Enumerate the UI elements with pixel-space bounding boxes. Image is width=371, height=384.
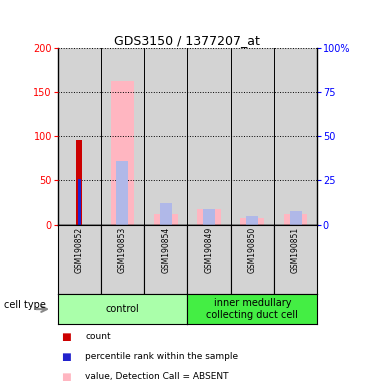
Bar — [116, 161, 128, 225]
Text: value, Detection Call = ABSENT: value, Detection Call = ABSENT — [85, 372, 229, 381]
Bar — [274, 48, 317, 225]
Text: GSM190854: GSM190854 — [161, 227, 170, 273]
Bar — [203, 209, 215, 225]
Bar — [240, 218, 264, 225]
Text: GSM190853: GSM190853 — [118, 227, 127, 273]
Title: GDS3150 / 1377207_at: GDS3150 / 1377207_at — [114, 34, 260, 47]
Bar — [197, 209, 221, 225]
Bar — [284, 214, 308, 225]
Bar — [289, 212, 302, 225]
Bar — [111, 81, 134, 225]
Text: ■: ■ — [61, 352, 71, 362]
Text: ■: ■ — [61, 372, 71, 382]
Text: GSM190849: GSM190849 — [204, 227, 213, 273]
Bar — [231, 48, 274, 225]
Bar — [101, 48, 144, 225]
Text: control: control — [106, 304, 139, 314]
Bar — [154, 214, 178, 225]
Bar — [246, 216, 258, 225]
Text: cell type: cell type — [4, 300, 46, 310]
Bar — [144, 48, 187, 225]
Text: GSM190850: GSM190850 — [248, 227, 257, 273]
Text: percentile rank within the sample: percentile rank within the sample — [85, 352, 239, 361]
Bar — [187, 48, 231, 225]
Bar — [58, 48, 101, 225]
Text: inner medullary
collecting duct cell: inner medullary collecting duct cell — [206, 298, 298, 320]
Text: ■: ■ — [61, 332, 71, 342]
Bar — [160, 203, 172, 225]
Text: GSM190852: GSM190852 — [75, 227, 83, 273]
Bar — [78, 179, 81, 225]
Text: count: count — [85, 332, 111, 341]
Text: GSM190851: GSM190851 — [291, 227, 300, 273]
Bar — [76, 140, 82, 225]
